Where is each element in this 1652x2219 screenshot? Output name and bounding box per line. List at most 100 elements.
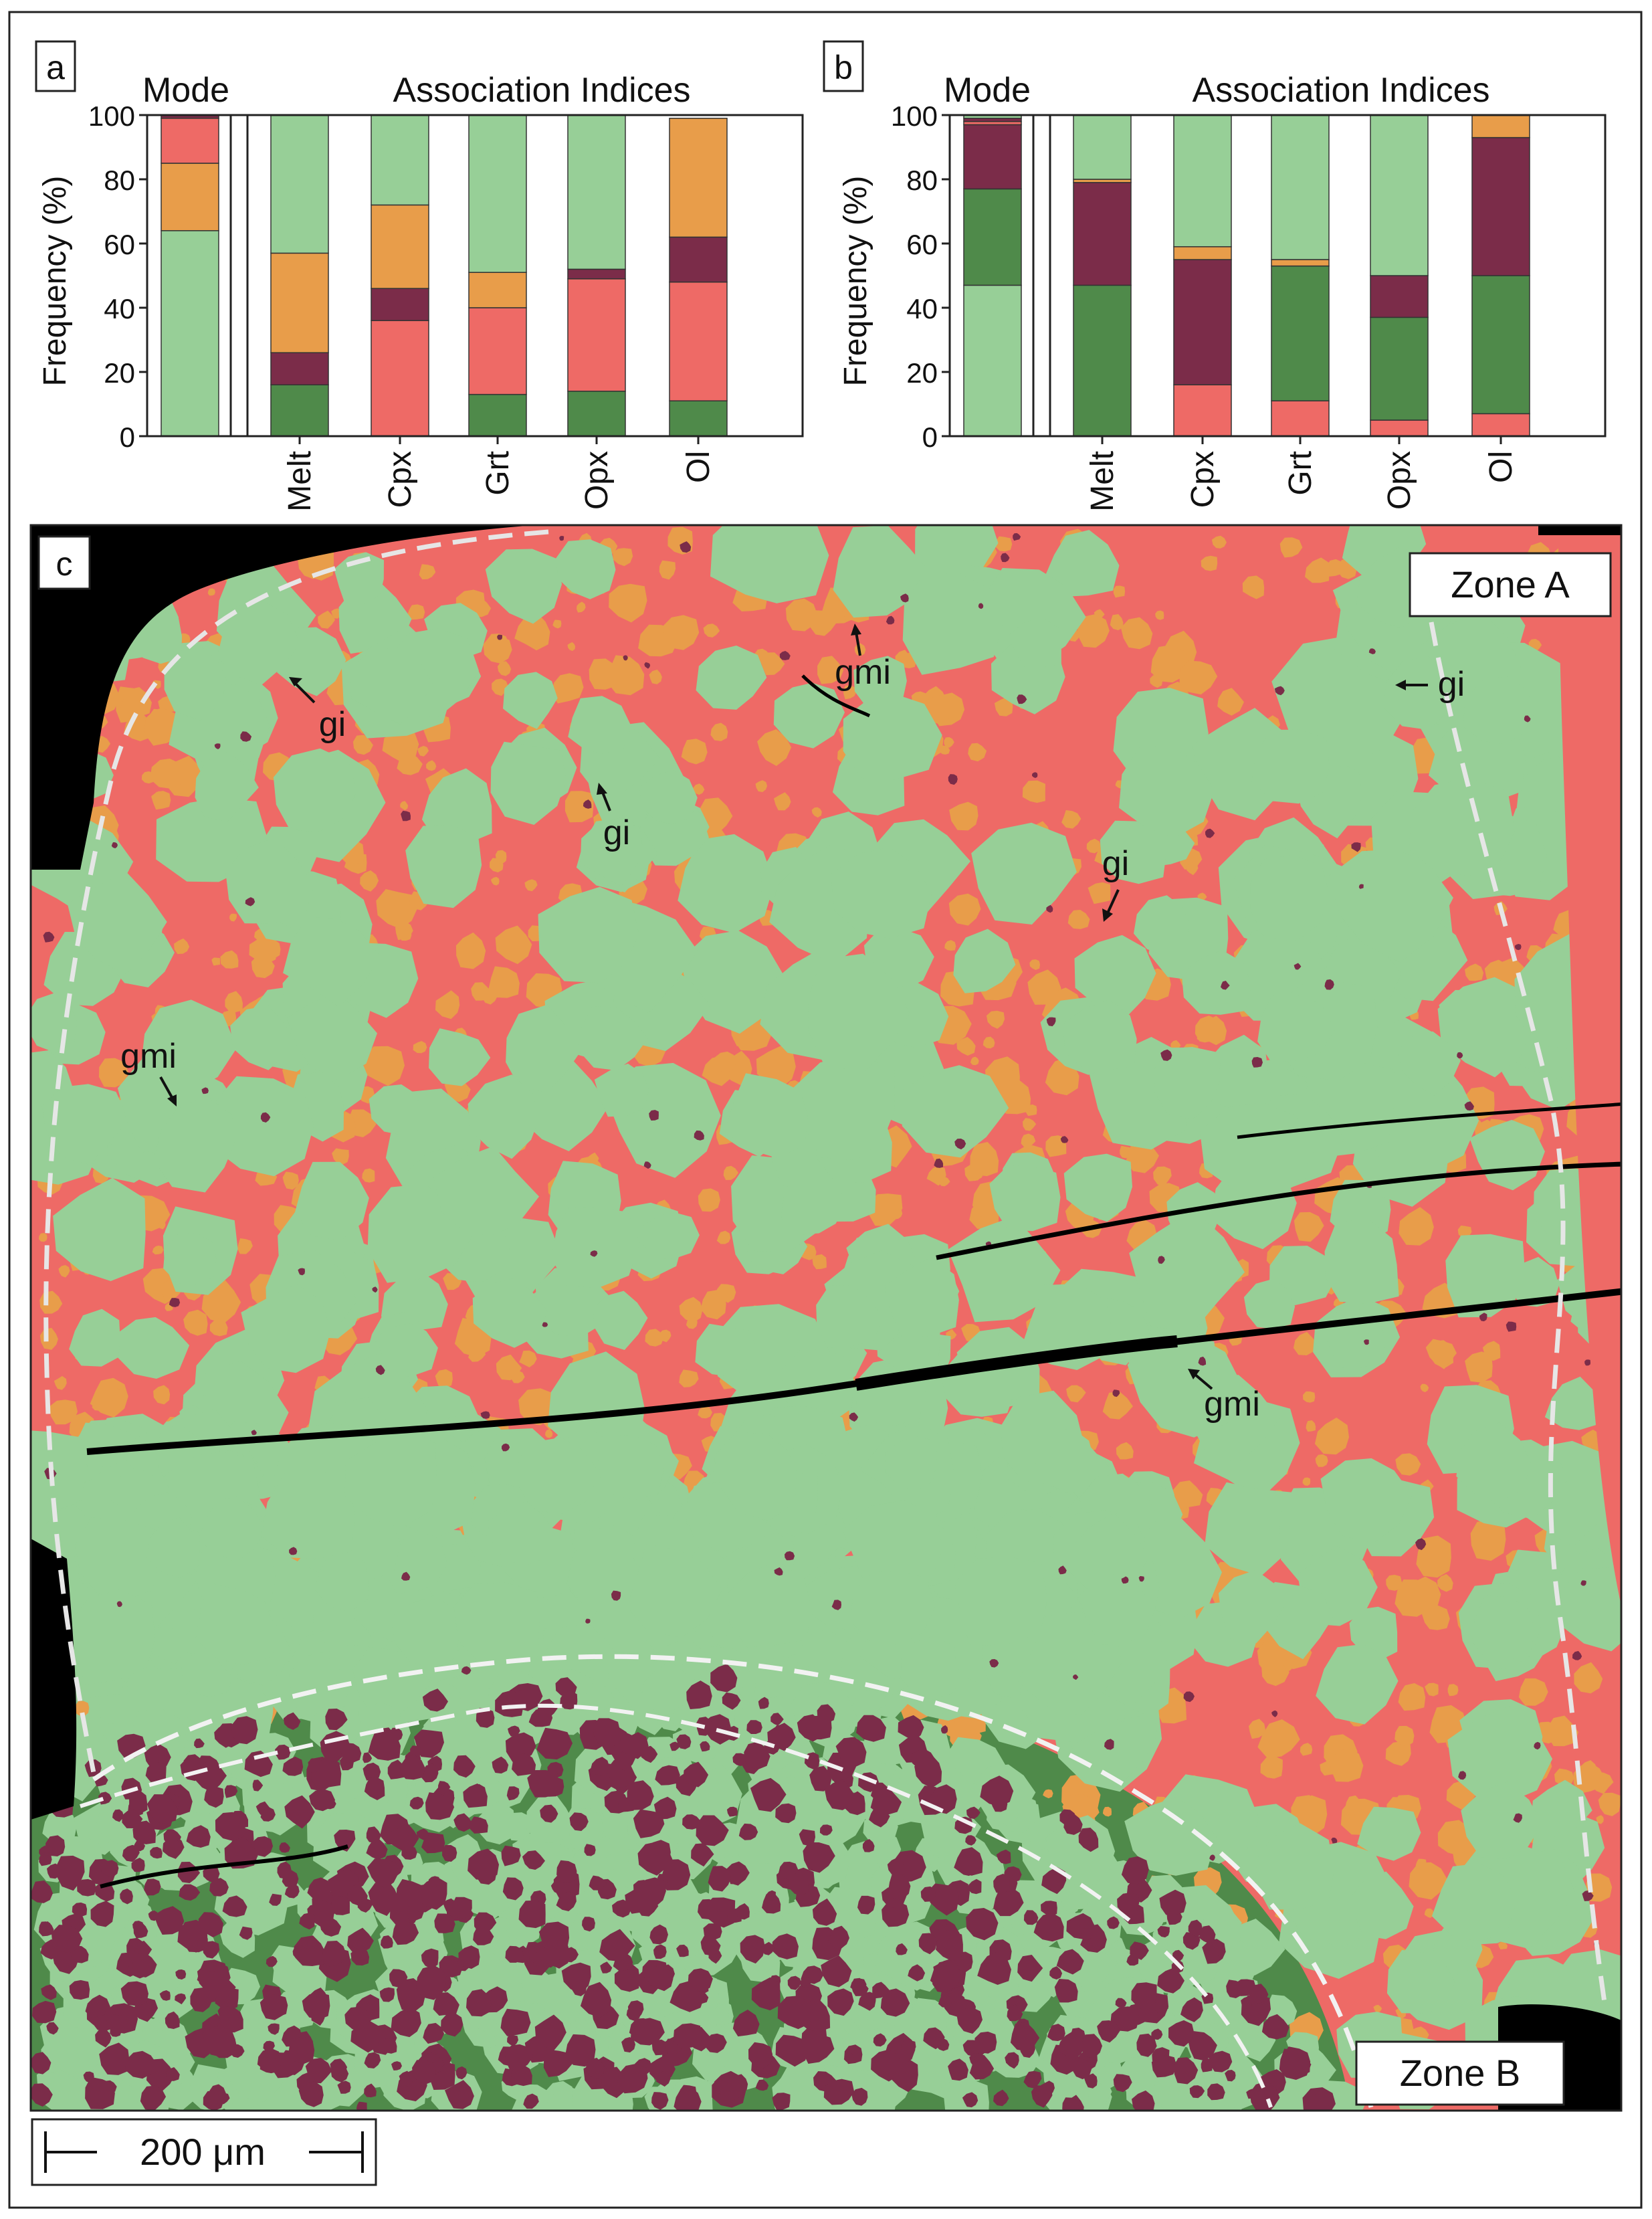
olivine-grain — [643, 1212, 700, 1259]
garnet-grain — [528, 1707, 553, 1727]
garnet-grain — [330, 1896, 350, 1915]
clinopyroxene-grain — [649, 669, 662, 684]
olivine-grain — [197, 1495, 266, 1563]
garnet-grain — [938, 1994, 952, 2008]
clinopyroxene-grain — [1179, 660, 1218, 695]
a-bar-segment-melt-grt — [270, 352, 329, 385]
b-x-label-melt: Melt — [1085, 451, 1120, 512]
garnet-inclusion — [1060, 1136, 1069, 1143]
olivine-grain — [490, 741, 566, 825]
olivine-grain — [468, 1074, 540, 1159]
olivine-grain — [955, 1783, 989, 1816]
garnet-grain — [851, 1980, 869, 1996]
olivine-grain — [710, 525, 829, 603]
olivine-grain — [453, 1582, 540, 1671]
svg-text:gi: gi — [1438, 665, 1465, 704]
garnet-grain — [772, 1933, 799, 1959]
garnet-inclusion — [1580, 1580, 1586, 1586]
garnet-inclusion — [240, 731, 252, 742]
panel-b-mode-label: Mode — [944, 71, 1031, 110]
clinopyroxene-grain — [710, 722, 728, 741]
olivine-grain — [1206, 1034, 1269, 1110]
olivine-grain — [640, 807, 709, 866]
panel-b-plot-frame — [948, 114, 1607, 438]
garnet-inclusion — [1017, 694, 1027, 704]
garnet-grain — [572, 1980, 587, 1996]
garnet-grain — [1249, 1984, 1269, 2004]
clinopyroxene-grain — [1294, 1331, 1318, 1355]
garnet-inclusion — [497, 634, 502, 640]
garnet-grain — [204, 1786, 224, 1808]
garnet-grain — [1131, 1982, 1157, 2013]
a-bar-segment-grt-ol — [468, 114, 527, 273]
olivine-grain — [1431, 1863, 1518, 1942]
clinopyroxene-grain — [1077, 613, 1110, 648]
garnet-grain — [936, 1929, 963, 1962]
clinopyroxene-grain — [1201, 555, 1218, 571]
b-bar-segment-cpx-ol — [1173, 114, 1232, 248]
garnet-grain — [112, 1809, 124, 1822]
garnet-grain — [1241, 1996, 1252, 2009]
garnet-grain — [993, 2089, 1009, 2107]
garnet-grain — [452, 1897, 472, 1919]
garnet-grain — [965, 1835, 976, 1846]
b-bar-segment-melt-ol — [1073, 114, 1132, 180]
clinopyroxene-grain — [1302, 1477, 1311, 1486]
garnet-grain — [1168, 2020, 1195, 2047]
a-bar-segment-ol-grt — [669, 236, 728, 283]
garnet-grain — [1062, 2097, 1081, 2111]
garnet-grain — [224, 1785, 238, 1798]
garnet-inclusion — [1271, 1710, 1278, 1717]
panel-b-label: b — [834, 49, 853, 86]
olivine-grain — [195, 751, 259, 822]
garnet-grain — [787, 1975, 802, 1990]
clinopyroxene-grain — [944, 940, 956, 951]
garnet-grain — [980, 1775, 1014, 1807]
garnet-grain — [209, 1878, 229, 1897]
clinopyroxene-grain — [983, 1036, 995, 1049]
garnet-grain — [655, 1765, 680, 1786]
clinopyroxene-grain — [1088, 882, 1111, 904]
b-bar-segment-mode-ol — [963, 284, 1022, 437]
garnet-grain — [920, 1886, 936, 1902]
clinopyroxene-grain — [1291, 1795, 1323, 1828]
olivine-grain — [376, 1323, 438, 1377]
olivine-grain — [503, 672, 558, 729]
garnet-grain — [131, 1858, 145, 1872]
garnet-grain — [651, 2039, 668, 2056]
olivine-grain — [74, 1517, 161, 1602]
olivine-grain — [551, 1206, 640, 1288]
clinopyroxene-grain — [589, 1152, 599, 1163]
garnet-inclusion — [111, 842, 118, 849]
garnet-grain — [222, 1895, 247, 1917]
clinopyroxene-grain — [1120, 1145, 1132, 1159]
clinopyroxene-grain — [209, 1317, 228, 1337]
annotation-gmi-1: gmi — [835, 623, 891, 692]
olivine-grain — [1034, 1427, 1095, 1494]
clinopyroxene-grain — [1395, 1725, 1415, 1747]
garnet-grain — [738, 1823, 758, 1840]
garnet-grain — [1172, 1949, 1184, 1962]
clinopyroxene-grain — [150, 759, 181, 789]
clinopyroxene-grain — [567, 642, 576, 652]
olivine-grain — [654, 1914, 689, 1955]
olivine-grain — [584, 1683, 615, 1713]
garnet-grain — [209, 2084, 226, 2102]
garnet-inclusion — [948, 774, 958, 785]
garnet-grain — [389, 1823, 419, 1854]
olivine-grain — [1461, 1781, 1542, 1860]
garnet-grain — [392, 1920, 419, 1945]
b-bar-segment-cpx-cpx — [1173, 246, 1232, 260]
olivine-grain — [1154, 2062, 1212, 2111]
garnet-grain — [1115, 1998, 1127, 2008]
clinopyroxene-grain — [174, 938, 190, 955]
garnet-grain — [427, 1876, 440, 1887]
olivine-grain — [538, 886, 639, 983]
garnet-grain — [439, 1955, 463, 1977]
clinopyroxene-grain — [318, 610, 336, 629]
garnet-grain — [669, 1741, 681, 1751]
clinopyroxene-grain — [662, 615, 700, 650]
clinopyroxene-grain — [1242, 575, 1265, 599]
garnet-grain — [132, 1820, 156, 1844]
garnet-grain — [194, 1738, 205, 1749]
